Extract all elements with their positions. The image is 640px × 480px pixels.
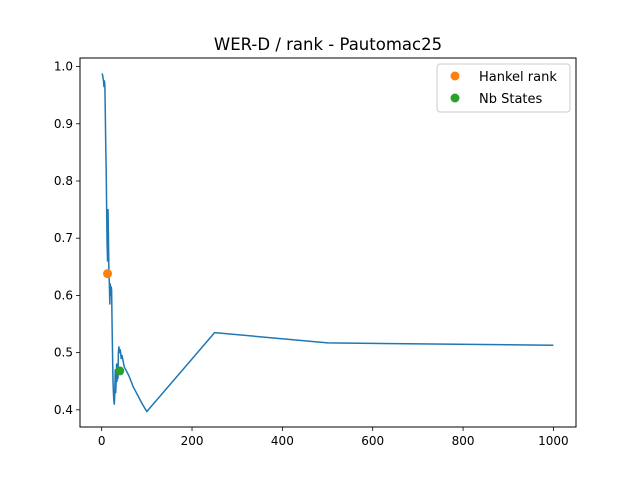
- x-tick-label: 400: [271, 434, 294, 448]
- y-tick-label: 0.6: [54, 288, 73, 302]
- y-tick-label: 0.9: [54, 117, 73, 131]
- x-tick-label: 1000: [538, 434, 569, 448]
- y-tick-label: 1.0: [54, 60, 73, 74]
- x-tick-label: 600: [361, 434, 384, 448]
- y-tick-label: 0.7: [54, 231, 73, 245]
- plot-area: 0 200 400 600 800 1000 0.4 0.5 0.6 0.7 0.8 0.9 1.0: [54, 60, 569, 448]
- legend-box: [436, 63, 571, 113]
- legend-marker: [450, 93, 460, 103]
- chart-title: WER-D / rank - Pautomac25: [214, 35, 442, 54]
- legend: Hankel rank Nb States: [436, 63, 571, 113]
- x-tick-label: 200: [181, 434, 204, 448]
- y-tick-label: 0.5: [54, 346, 73, 360]
- y-tick-label: 0.4: [54, 403, 73, 417]
- legend-label: Hankel rank: [479, 70, 557, 85]
- legend-label: Nb States: [479, 92, 543, 107]
- x-tick-label: 0: [98, 434, 106, 448]
- x-tick-label: 800: [452, 434, 475, 448]
- data-line: [101, 73, 554, 413]
- axes-frame: [79, 57, 577, 428]
- marker-nb-states: [115, 366, 125, 376]
- y-tick-label: 0.8: [54, 174, 73, 188]
- legend-marker: [450, 71, 460, 81]
- marker-hankel-rank: [103, 269, 113, 279]
